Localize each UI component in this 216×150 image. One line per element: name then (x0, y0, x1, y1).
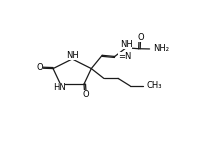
Text: O: O (36, 63, 43, 72)
Text: NH₂: NH₂ (153, 44, 169, 53)
Text: O: O (83, 90, 89, 99)
Text: =N: =N (118, 52, 131, 61)
Text: O: O (137, 33, 144, 42)
Text: HN: HN (53, 83, 65, 92)
Text: CH₃: CH₃ (146, 81, 162, 90)
Text: NH: NH (67, 51, 79, 60)
Text: NH: NH (120, 40, 132, 49)
